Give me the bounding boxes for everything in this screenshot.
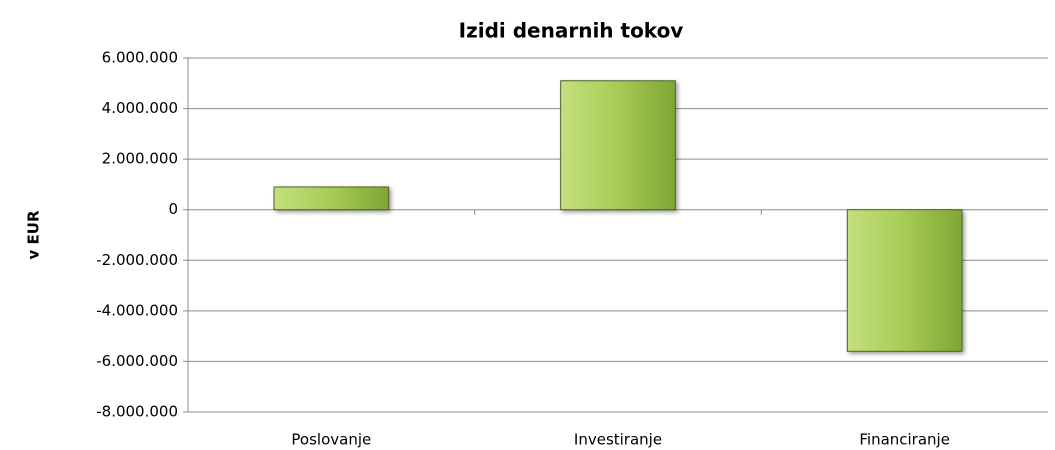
y-tick-label: 4.000.000: [102, 99, 178, 117]
chart-title: Izidi denarnih tokov: [459, 19, 684, 43]
y-tick-label: -8.000.000: [96, 403, 178, 421]
y-tick-label: -4.000.000: [96, 301, 178, 319]
y-tick-label: 0: [168, 200, 178, 218]
y-tick-label: -6.000.000: [96, 352, 178, 370]
y-tick-label: 6.000.000: [102, 49, 178, 67]
bar: [846, 209, 963, 352]
x-tick-label: Financiranje: [859, 431, 950, 449]
x-tick-label: Poslovanje: [291, 431, 371, 449]
x-tick-label: Investiranje: [574, 431, 662, 449]
bar: [560, 80, 676, 211]
bar: [273, 186, 390, 211]
y-tick-label: 2.000.000: [102, 150, 178, 168]
y-tick-label: -2.000.000: [96, 251, 178, 269]
y-axis-label: v EUR: [25, 210, 43, 259]
